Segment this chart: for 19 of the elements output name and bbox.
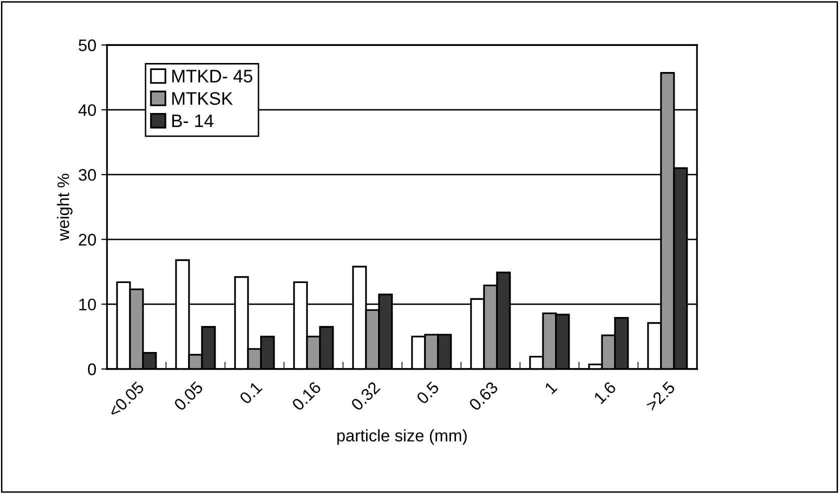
- x-tick-label: 1.6: [593, 380, 617, 404]
- legend-label: MTKD- 45: [172, 70, 252, 83]
- y-tick-label: 50: [78, 39, 96, 52]
- y-tick-label: 0: [88, 363, 96, 376]
- x-tick-label: 1: [544, 381, 558, 394]
- y-tick-label: 10: [79, 298, 96, 310]
- x-tick-label: 0.63: [468, 380, 499, 412]
- x-tick-label: 0.16: [291, 380, 322, 412]
- y-tick-label: 30: [78, 169, 96, 181]
- x-tick-label: 0.5: [416, 380, 440, 405]
- x-tick-label: 0.05: [173, 380, 204, 412]
- legend-label: B- 14: [172, 114, 214, 128]
- x-tick-label: 0.1: [238, 380, 263, 405]
- y-tick-label: 40: [78, 104, 96, 116]
- y-tick-label: 20: [78, 234, 96, 246]
- legend-label: MTKSK: [172, 92, 233, 105]
- y-axis-title: weight %: [56, 174, 72, 241]
- x-tick-label: 0.32: [350, 381, 381, 412]
- x-axis-title: particle size (mm): [337, 429, 467, 445]
